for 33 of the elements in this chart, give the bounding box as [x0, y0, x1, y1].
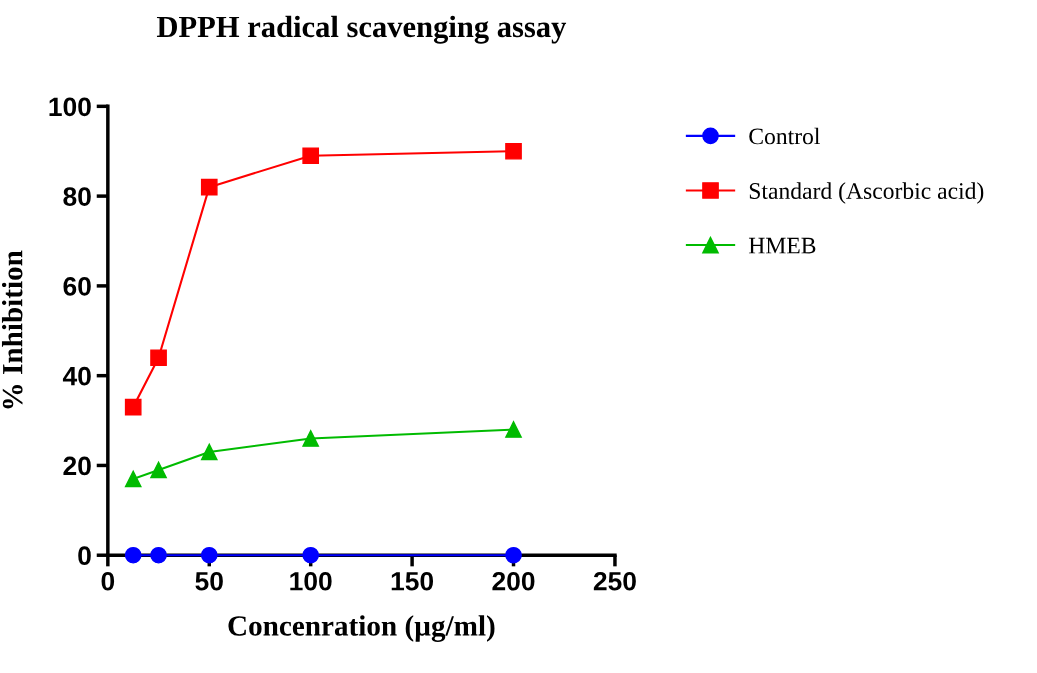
point — [124, 546, 142, 564]
point — [505, 421, 522, 438]
point — [505, 546, 522, 564]
x-tick-label: 150 — [391, 571, 434, 591]
point — [124, 398, 142, 416]
y-tick-label: 20 — [63, 456, 91, 476]
point — [302, 546, 320, 564]
legend-label: Standard (Ascorbic acid) — [749, 182, 984, 204]
point — [124, 470, 142, 488]
x-tick-label: 200 — [492, 571, 535, 591]
x-tick-label: 250 — [593, 571, 636, 591]
y-tick-label: 60 — [63, 277, 91, 296]
x-tick-label: 100 — [290, 571, 332, 591]
chart-title: DPPH radical scavenging assay — [156, 15, 567, 44]
y-axis-title: % Inhibition — [1, 250, 23, 409]
point — [302, 147, 320, 165]
point — [150, 349, 167, 367]
point — [302, 430, 320, 447]
point — [200, 443, 218, 461]
y-tick-label: 0 — [78, 546, 91, 566]
x-tick-label: 50 — [195, 571, 223, 591]
y-tick-label: 100 — [49, 97, 91, 117]
point — [150, 461, 167, 479]
y-tick-label: 40 — [62, 366, 91, 386]
y-tick-label: 80 — [63, 187, 91, 206]
x-tick-label: 0 — [101, 571, 115, 591]
x-axis-title: Concenration (µg/ml) — [228, 615, 495, 642]
point — [200, 546, 218, 564]
point — [200, 178, 218, 196]
point — [505, 142, 522, 160]
legend-label: HMEB — [748, 237, 816, 254]
legend-label: Control — [749, 127, 820, 145]
point — [150, 546, 167, 564]
